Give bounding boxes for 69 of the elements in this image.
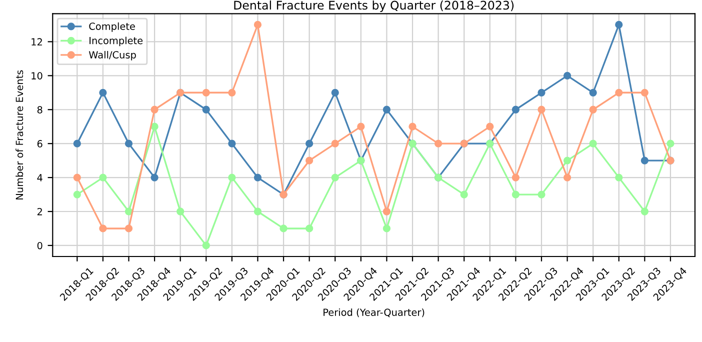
point bbox=[640, 88, 648, 96]
point bbox=[408, 122, 416, 130]
point bbox=[615, 20, 623, 29]
point bbox=[306, 156, 314, 164]
point bbox=[202, 88, 210, 96]
point bbox=[460, 190, 468, 198]
point bbox=[73, 174, 81, 182]
point bbox=[124, 208, 133, 216]
point bbox=[640, 208, 648, 216]
point bbox=[382, 224, 391, 232]
point bbox=[589, 106, 597, 114]
point bbox=[150, 106, 158, 114]
point bbox=[563, 156, 572, 164]
point bbox=[563, 72, 572, 80]
y-tick-label: 6 bbox=[37, 140, 42, 148]
point bbox=[382, 208, 391, 216]
point bbox=[589, 140, 597, 148]
point bbox=[331, 174, 339, 182]
point bbox=[563, 174, 572, 182]
legend-label: Complete bbox=[89, 22, 135, 32]
point bbox=[73, 190, 81, 198]
y-tick-label: 8 bbox=[37, 106, 42, 114]
point bbox=[99, 224, 107, 232]
point bbox=[615, 174, 623, 182]
y-tick-label: 10 bbox=[32, 72, 42, 80]
point bbox=[202, 106, 210, 114]
legend-label: Wall/Cusp bbox=[88, 50, 136, 60]
point bbox=[99, 174, 107, 182]
point bbox=[615, 88, 623, 96]
point bbox=[228, 88, 236, 96]
y-axis-title: Number of Fracture Events bbox=[16, 70, 24, 200]
point bbox=[512, 174, 520, 182]
point bbox=[228, 140, 236, 148]
legend-label: Incomplete bbox=[90, 36, 143, 46]
point bbox=[538, 106, 546, 114]
point bbox=[254, 20, 262, 29]
point bbox=[124, 140, 133, 148]
point bbox=[512, 106, 520, 114]
point bbox=[434, 140, 442, 148]
point bbox=[382, 106, 391, 114]
point bbox=[176, 208, 184, 216]
point bbox=[306, 140, 314, 148]
point bbox=[331, 88, 339, 96]
point bbox=[73, 140, 81, 148]
x-axis-title: Period (Year-Quarter) bbox=[324, 308, 424, 318]
point bbox=[512, 190, 520, 198]
point bbox=[486, 122, 494, 130]
point bbox=[228, 174, 236, 182]
y-tick-label: 4 bbox=[37, 174, 42, 182]
point bbox=[331, 140, 339, 148]
point bbox=[254, 174, 262, 182]
point bbox=[124, 224, 133, 232]
chart-title: Dental Fracture Events by Quarter (2018–2023) bbox=[234, 0, 514, 12]
point bbox=[538, 190, 546, 198]
point bbox=[357, 122, 365, 130]
point bbox=[202, 242, 210, 250]
point bbox=[538, 88, 546, 96]
point bbox=[254, 208, 262, 216]
point bbox=[150, 122, 158, 130]
point bbox=[150, 174, 158, 182]
point bbox=[640, 156, 648, 164]
y-tick-label: 2 bbox=[37, 208, 42, 216]
point bbox=[306, 224, 314, 232]
point bbox=[589, 88, 597, 96]
y-tick-label: 0 bbox=[37, 242, 42, 250]
point bbox=[99, 88, 107, 96]
point bbox=[666, 140, 674, 148]
point bbox=[280, 224, 288, 232]
y-tick-label: 12 bbox=[32, 38, 42, 46]
